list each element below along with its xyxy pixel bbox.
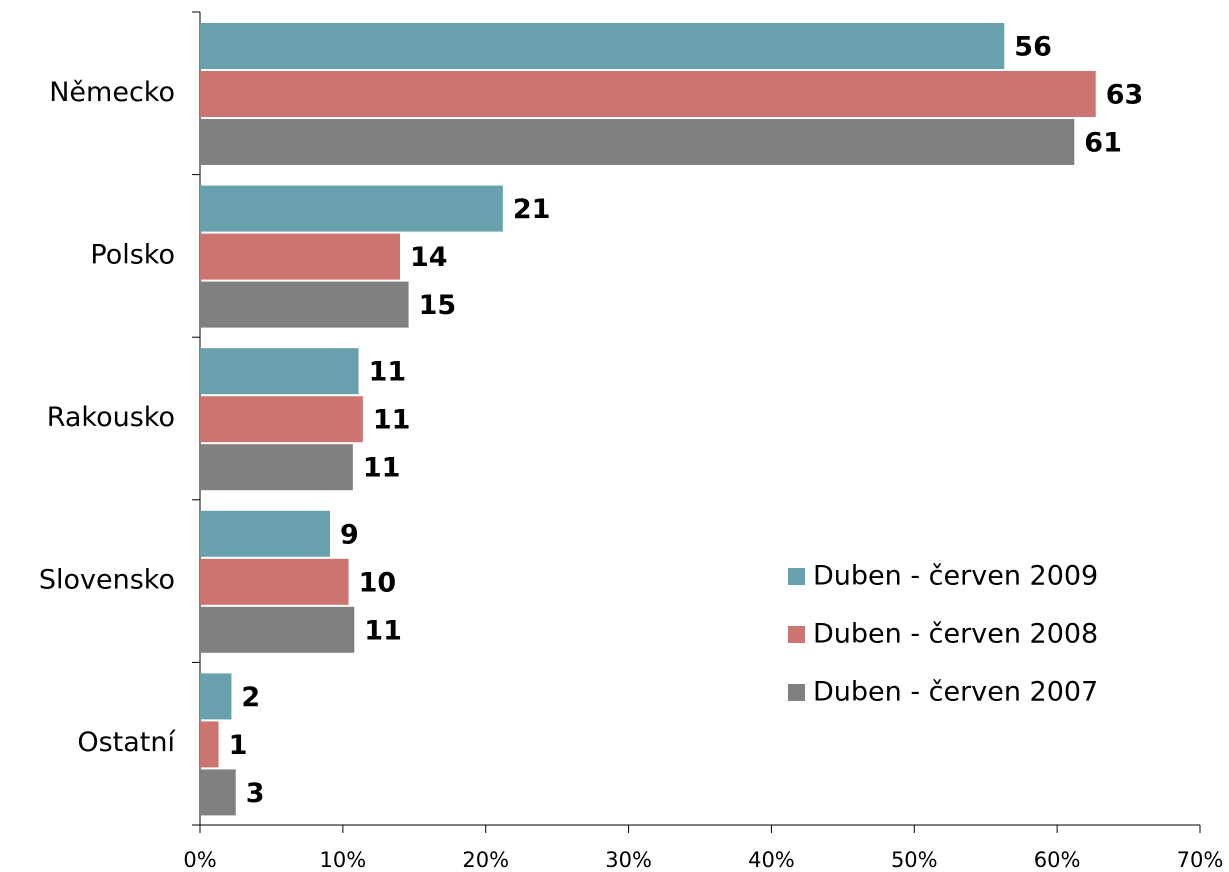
value-label: 1 bbox=[229, 730, 248, 761]
category-label: Německo bbox=[49, 77, 175, 108]
bar bbox=[200, 281, 409, 328]
value-label: 63 bbox=[1106, 80, 1144, 111]
value-label: 15 bbox=[419, 290, 457, 321]
bar bbox=[200, 510, 330, 557]
bar bbox=[200, 119, 1075, 165]
value-label: 11 bbox=[364, 615, 402, 646]
bar bbox=[200, 71, 1096, 117]
x-tick-label: 60% bbox=[1034, 848, 1081, 872]
x-tick-label: 40% bbox=[748, 848, 795, 872]
value-label: 9 bbox=[340, 519, 359, 550]
bar bbox=[200, 606, 355, 653]
value-label: 56 bbox=[1014, 32, 1052, 63]
category-label: Rakousko bbox=[47, 402, 175, 433]
bar bbox=[200, 558, 349, 605]
x-tick-label: 20% bbox=[462, 848, 509, 872]
value-label: 10 bbox=[359, 567, 397, 598]
x-tick-label: 70% bbox=[1177, 848, 1224, 872]
value-label: 11 bbox=[363, 453, 401, 484]
bar bbox=[200, 444, 353, 491]
value-label: 14 bbox=[410, 242, 448, 273]
legend-label: Duben - červen 2008 bbox=[813, 619, 1098, 650]
bar bbox=[200, 185, 503, 232]
bar bbox=[200, 769, 236, 816]
legend-label: Duben - červen 2009 bbox=[813, 561, 1098, 592]
value-label: 3 bbox=[246, 778, 265, 809]
legend-label: Duben - červen 2007 bbox=[813, 677, 1098, 708]
bar bbox=[200, 233, 400, 280]
x-tick-label: 10% bbox=[320, 848, 367, 872]
value-label: 61 bbox=[1084, 128, 1122, 159]
legend-swatch bbox=[788, 568, 805, 585]
bar bbox=[200, 348, 359, 395]
legend-swatch bbox=[788, 684, 805, 701]
value-label: 21 bbox=[513, 194, 551, 225]
bar bbox=[200, 396, 363, 443]
value-label: 2 bbox=[241, 682, 260, 713]
category-label: Polsko bbox=[90, 239, 175, 270]
bar bbox=[200, 23, 1005, 69]
bar bbox=[200, 721, 219, 768]
value-label: 11 bbox=[369, 357, 407, 388]
bar bbox=[200, 673, 232, 720]
x-tick-label: 0% bbox=[183, 848, 216, 872]
x-tick-label: 30% bbox=[605, 848, 652, 872]
legend-swatch bbox=[788, 626, 805, 643]
category-label: Ostatní bbox=[77, 727, 176, 758]
category-label: Slovensko bbox=[39, 565, 175, 596]
value-label: 11 bbox=[373, 405, 411, 436]
x-tick-label: 50% bbox=[891, 848, 938, 872]
